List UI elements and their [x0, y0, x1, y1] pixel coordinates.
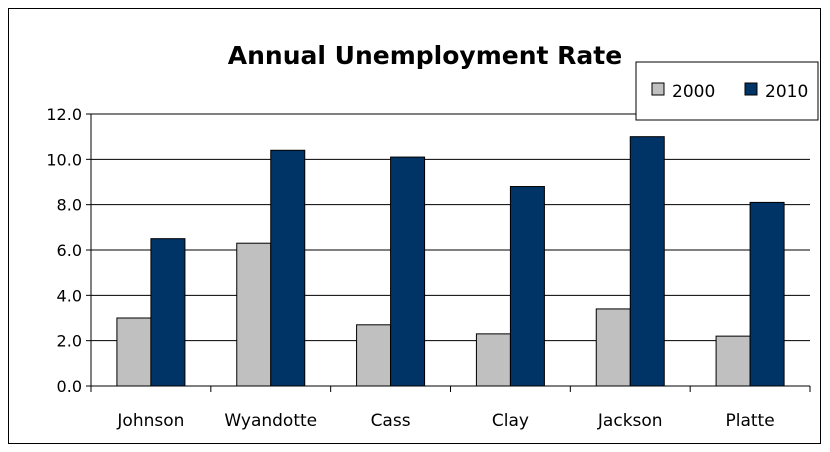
legend-label-2010: 2010	[765, 82, 808, 102]
y-tick-label: 10.0	[46, 150, 82, 169]
bar-2000-jackson	[595, 308, 631, 387]
y-tick-label: 12.0	[46, 105, 82, 124]
bar-2010-clay	[509, 186, 545, 387]
grid	[91, 113, 810, 342]
legend-swatch-2010	[744, 82, 758, 96]
bar-2000-platte	[715, 335, 751, 387]
bar-2010-johnson	[150, 238, 186, 387]
legend-box	[635, 61, 819, 121]
axes	[86, 113, 811, 392]
legend-swatch-2000	[651, 82, 665, 96]
category-label: Jackson	[597, 411, 663, 431]
y-tick-label: 4.0	[57, 286, 82, 305]
x-axis-category-labels: Johnson Wyandotte Cass Clay Jackson Platte	[116, 411, 774, 431]
bar-2000-wyandotte	[236, 242, 272, 387]
bar-2010-jackson	[629, 136, 665, 387]
category-label: Johnson	[116, 411, 184, 431]
bar-2010-platte	[749, 201, 785, 387]
legend-label-2000: 2000	[672, 82, 715, 102]
y-tick-label: 2.0	[57, 332, 82, 351]
category-label: Clay	[492, 411, 529, 431]
bar-2010-cass	[390, 156, 426, 387]
bar-2000-johnson	[116, 317, 152, 387]
category-label: Platte	[725, 411, 774, 431]
chart-title: Annual Unemployment Rate	[228, 41, 622, 70]
y-tick-label: 8.0	[57, 196, 82, 215]
bar-2000-clay	[475, 333, 511, 387]
bars	[116, 136, 785, 387]
category-label: Wyandotte	[224, 411, 317, 431]
category-label: Cass	[371, 411, 411, 431]
bar-2000-cass	[356, 324, 392, 387]
y-tick-label: 6.0	[57, 241, 82, 260]
y-axis-tick-labels: 0.0 2.0 4.0 6.0 8.0 10.0 12.0	[46, 105, 82, 396]
legend: 2000 2010	[635, 61, 819, 121]
bar-2010-wyandotte	[270, 149, 306, 387]
y-tick-label: 0.0	[57, 377, 82, 396]
